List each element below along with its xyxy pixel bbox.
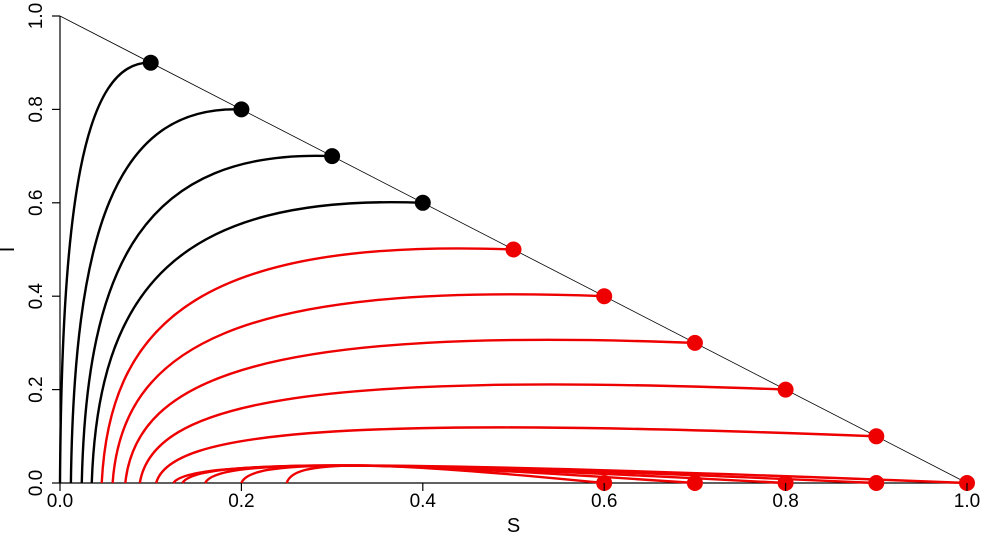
x-tick-label: 0.8 bbox=[772, 491, 798, 512]
initial-point-1 bbox=[142, 54, 159, 71]
x-tick-label: 1.0 bbox=[954, 491, 980, 512]
x-axis-label: S bbox=[507, 515, 520, 537]
trajectory-curve-14 bbox=[285, 464, 605, 485]
y-tick-label: 1.0 bbox=[26, 3, 47, 29]
x-tick-label: 0.2 bbox=[228, 491, 254, 512]
initial-point-13 bbox=[686, 475, 703, 491]
trajectory-curve-9 bbox=[154, 426, 877, 484]
trajectory-curve-7 bbox=[124, 338, 695, 484]
trajectory-curve-5 bbox=[100, 247, 514, 484]
y-tick-label: 0.0 bbox=[26, 470, 47, 496]
trajectory-curve-3 bbox=[80, 154, 333, 484]
initial-point-4 bbox=[414, 194, 431, 211]
y-axis-label: I bbox=[0, 247, 19, 253]
initial-point-3 bbox=[324, 148, 341, 165]
initial-point-11 bbox=[868, 475, 885, 491]
y-tick-label: 0.2 bbox=[26, 376, 47, 402]
initial-point-5 bbox=[505, 241, 522, 258]
x-axis-ticks: 0.0 0.2 0.4 0.6 0.8 1.0 bbox=[47, 483, 980, 512]
initial-point-6 bbox=[596, 288, 613, 305]
initial-point-2 bbox=[233, 101, 250, 118]
initial-point-7 bbox=[686, 334, 703, 351]
initial-points bbox=[142, 54, 975, 491]
initial-point-8 bbox=[777, 381, 794, 398]
y-tick-label: 0.4 bbox=[26, 283, 47, 310]
trajectory-curve-2 bbox=[69, 108, 242, 484]
x-tick-label: 0.0 bbox=[47, 491, 73, 512]
trajectory-curves bbox=[58, 61, 968, 485]
y-tick-label: 0.8 bbox=[26, 96, 47, 122]
trajectory-curve-8 bbox=[138, 383, 786, 484]
x-tick-label: 0.4 bbox=[410, 491, 437, 512]
trajectory-curve-4 bbox=[90, 200, 423, 484]
trajectory-curve-1 bbox=[58, 61, 151, 484]
trajectory-curve-6 bbox=[111, 293, 605, 484]
y-tick-label: 0.6 bbox=[26, 190, 47, 216]
initial-point-9 bbox=[868, 428, 885, 445]
y-axis-ticks: 0.0 0.2 0.4 0.6 0.8 1.0 bbox=[26, 3, 60, 496]
x-tick-label: 0.6 bbox=[591, 491, 617, 512]
